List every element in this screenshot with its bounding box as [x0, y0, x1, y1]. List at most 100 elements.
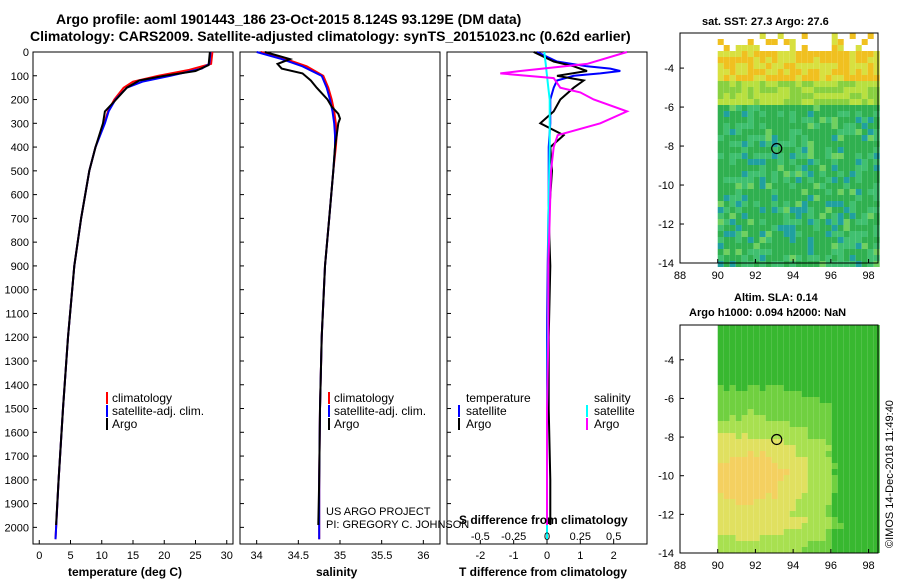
sst-map-cell — [790, 69, 796, 75]
sla-map-cell — [850, 499, 856, 505]
sla-map-cell — [802, 499, 808, 505]
sla-map-cell — [718, 391, 724, 397]
sst-map-cell — [874, 51, 880, 57]
sst-map-cell — [754, 57, 760, 63]
sst-map-cell — [784, 153, 790, 159]
sla-map-cell — [748, 433, 754, 439]
sla-map-cell — [766, 385, 772, 391]
salinity-diff-tick-label: 0.25 — [570, 531, 591, 543]
sla-map-cell — [832, 481, 838, 487]
sla-map-cell — [796, 451, 802, 457]
sst-map-cell — [742, 189, 748, 195]
sst-map-cell — [820, 87, 826, 93]
sla-map-cell — [766, 469, 772, 475]
sla-map-cell — [766, 547, 772, 553]
sst-map-cell — [784, 117, 790, 123]
sst-map-cell — [826, 135, 832, 141]
sst-map-cell — [784, 123, 790, 129]
sla-map-cell — [844, 355, 850, 361]
sla-map-cell — [814, 523, 820, 529]
sst-map-cell — [808, 141, 814, 147]
sst-map-cell — [748, 177, 754, 183]
sst-map-cell — [802, 147, 808, 153]
sst-map-cell — [730, 237, 736, 243]
sla-map-cell — [874, 361, 880, 367]
sla-map-cell — [754, 427, 760, 433]
sla-map-cell — [802, 493, 808, 499]
sla-map-cell — [760, 397, 766, 403]
sla-map-cell — [874, 409, 880, 415]
sst-map-cell — [856, 63, 862, 69]
sla-map-cell — [844, 511, 850, 517]
sst-map-cell — [814, 225, 820, 231]
sst-map-cell — [754, 165, 760, 171]
sla-map-cell — [808, 343, 814, 349]
sst-map-cell — [850, 87, 856, 93]
sla-map-cell — [850, 547, 856, 553]
sla-map-cell — [760, 475, 766, 481]
sla-map-cell — [820, 379, 826, 385]
sst-map-cell — [730, 231, 736, 237]
sla-map-cell — [796, 361, 802, 367]
sst-map-cell — [838, 159, 844, 165]
sst-map-cell — [772, 81, 778, 87]
sst-map-ytick-label: -14 — [658, 258, 674, 270]
sst-map-cell — [760, 201, 766, 207]
sla-map-cell — [796, 475, 802, 481]
sst-map-cell — [874, 243, 880, 249]
sla-map-cell — [766, 415, 772, 421]
sst-map-cell — [814, 87, 820, 93]
sst-map-cell — [820, 231, 826, 237]
sst-map-cell — [862, 105, 868, 111]
sla-map-cell — [742, 355, 748, 361]
sst-map-cell — [862, 129, 868, 135]
sst-map-cell — [826, 183, 832, 189]
sst-map-cell — [754, 201, 760, 207]
sst-map-cell — [844, 195, 850, 201]
sst-map-cell — [772, 243, 778, 249]
sla-map-cell — [874, 367, 880, 373]
sst-map-cell — [718, 147, 724, 153]
sst-map-cell — [814, 51, 820, 57]
sst-map-cell — [802, 159, 808, 165]
sst-map-cell — [856, 231, 862, 237]
sst-map-cell — [868, 33, 874, 39]
sst-map-cell — [724, 177, 730, 183]
sst-map-cell — [862, 255, 868, 261]
sst-map-cell — [760, 231, 766, 237]
sst-map-cell — [790, 189, 796, 195]
sst-map-cell — [718, 249, 724, 255]
sst-map-cell — [874, 195, 880, 201]
sla-map-cell — [766, 361, 772, 367]
sst-map-cell — [856, 183, 862, 189]
sst-map-cell — [850, 165, 856, 171]
sla-map-cell — [832, 523, 838, 529]
sla-map-cell — [862, 511, 868, 517]
sst-map-cell — [724, 123, 730, 129]
sla-map-cell — [730, 421, 736, 427]
sla-map-cell — [874, 343, 880, 349]
sla-map-cell — [736, 379, 742, 385]
diff-legend-temperature-title: temperature — [466, 391, 531, 405]
sst-map-cell — [850, 225, 856, 231]
sla-map-cell — [718, 457, 724, 463]
sst-map-cell — [790, 129, 796, 135]
sla-map-cell — [718, 331, 724, 337]
sla-map-cell — [760, 421, 766, 427]
sst-map-cell — [820, 219, 826, 225]
sla-map-cell — [856, 487, 862, 493]
sst-map-cell — [796, 207, 802, 213]
sst-map-cell — [802, 141, 808, 147]
sst-map-cell — [772, 207, 778, 213]
sst-map-cell — [790, 249, 796, 255]
sla-map-cell — [808, 475, 814, 481]
sla-map-cell — [730, 547, 736, 553]
sla-map-cell — [868, 457, 874, 463]
sst-map-cell — [808, 69, 814, 75]
sla-map-cell — [850, 535, 856, 541]
sst-map-cell — [814, 231, 820, 237]
sst-map-cell — [730, 195, 736, 201]
sst-map-cell — [868, 225, 874, 231]
sla-map-cell — [820, 397, 826, 403]
sst-map-cell — [724, 171, 730, 177]
